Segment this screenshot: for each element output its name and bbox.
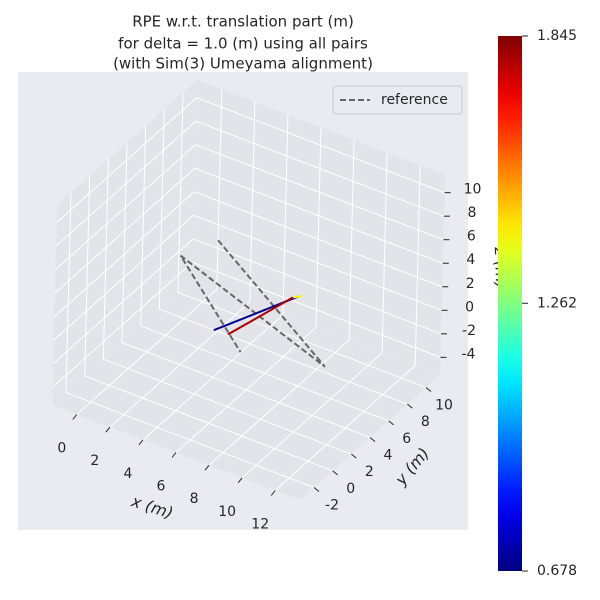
y-tick — [388, 420, 394, 426]
grid-line — [282, 114, 289, 315]
grid-line — [55, 144, 196, 271]
y-tick-label: 8 — [421, 414, 430, 430]
x-tick — [72, 414, 78, 420]
y-tick-label: 0 — [346, 481, 355, 497]
grid-line — [52, 238, 194, 365]
y-tick-label: 6 — [402, 431, 411, 447]
x-tick-label: 4 — [123, 466, 132, 482]
legend: reference — [332, 85, 463, 115]
grid-line — [56, 97, 197, 224]
y-tick — [332, 470, 338, 476]
x-tick-label: 10 — [218, 504, 236, 520]
grid-line — [158, 109, 165, 310]
x-tick — [105, 426, 111, 433]
x-tick-label: 12 — [251, 517, 269, 533]
y-tick-label: 4 — [384, 448, 393, 464]
y-tick-label: -2 — [325, 498, 339, 514]
grid-line — [193, 214, 442, 311]
x-tick-label: 8 — [190, 491, 199, 507]
x-tick — [171, 452, 177, 458]
error-segment — [292, 295, 302, 299]
chart-title: for delta = 1.0 (m) using all pairs — [118, 35, 368, 53]
chart-title: RPE w.r.t. translation part (m) — [132, 13, 354, 31]
z-tick-label: 8 — [468, 205, 477, 221]
y-tick — [425, 387, 432, 392]
grid-line — [177, 92, 184, 293]
grid-line — [194, 167, 443, 264]
z-tick-label: 10 — [464, 182, 482, 198]
z-tick-label: -2 — [462, 323, 476, 339]
z-tick-label: 4 — [466, 252, 475, 268]
x-tick-label: 0 — [57, 441, 66, 457]
legend-label: reference — [381, 92, 448, 108]
grid-line — [195, 120, 445, 217]
grid-line — [121, 342, 371, 438]
y-tick-label: 2 — [365, 464, 374, 480]
grid-line — [52, 261, 193, 388]
grid-line — [84, 175, 91, 376]
y-tick-label: 10 — [435, 398, 453, 414]
x-tick — [237, 477, 243, 484]
grid-line — [55, 120, 197, 247]
grid-line — [102, 159, 109, 360]
grid-line — [54, 167, 196, 294]
error-segment — [227, 296, 294, 336]
colorbar-tick-label: 0.678 — [537, 563, 577, 579]
y-tick — [313, 487, 320, 492]
y-tick — [369, 437, 376, 442]
grid-line — [192, 238, 442, 335]
y-tick — [407, 403, 413, 409]
grid-line — [121, 142, 128, 343]
grid-line — [53, 191, 195, 318]
grid-line — [414, 165, 421, 366]
colorbar — [498, 36, 522, 571]
legend-box — [332, 85, 463, 115]
grid-line — [196, 97, 445, 194]
grid-line — [159, 308, 408, 405]
grid-line — [195, 144, 444, 241]
chart-title: (with Sim(3) Umeyama alignment) — [113, 55, 373, 73]
colorbar-tick-label: 1.845 — [537, 28, 577, 44]
reference-line — [179, 239, 326, 368]
grid-line — [84, 375, 333, 472]
z-tick-label: 0 — [465, 299, 474, 315]
x-tick-label: 6 — [157, 479, 166, 495]
grid-line — [65, 192, 72, 393]
x-tick — [270, 490, 276, 496]
grid-line — [315, 127, 322, 328]
grid-line — [65, 392, 315, 488]
z-tick-label: 6 — [467, 229, 476, 245]
grid-line — [194, 191, 443, 288]
grid-line — [53, 214, 194, 341]
y-tick — [351, 453, 357, 459]
grid-line — [140, 125, 147, 326]
grid-line — [103, 358, 352, 455]
grid-line — [140, 325, 389, 422]
x-tick — [138, 439, 144, 446]
grid-line — [249, 102, 256, 303]
z-tick-label: -4 — [461, 346, 475, 362]
grid-line — [381, 152, 388, 353]
x-tick — [204, 464, 210, 471]
colorbar-tick-label: 1.262 — [537, 295, 577, 311]
z-tick-label: 2 — [466, 276, 475, 292]
grid-line — [192, 261, 441, 358]
x-tick-label: 2 — [90, 453, 99, 469]
grid-line — [216, 89, 223, 290]
grid-line — [348, 140, 355, 341]
